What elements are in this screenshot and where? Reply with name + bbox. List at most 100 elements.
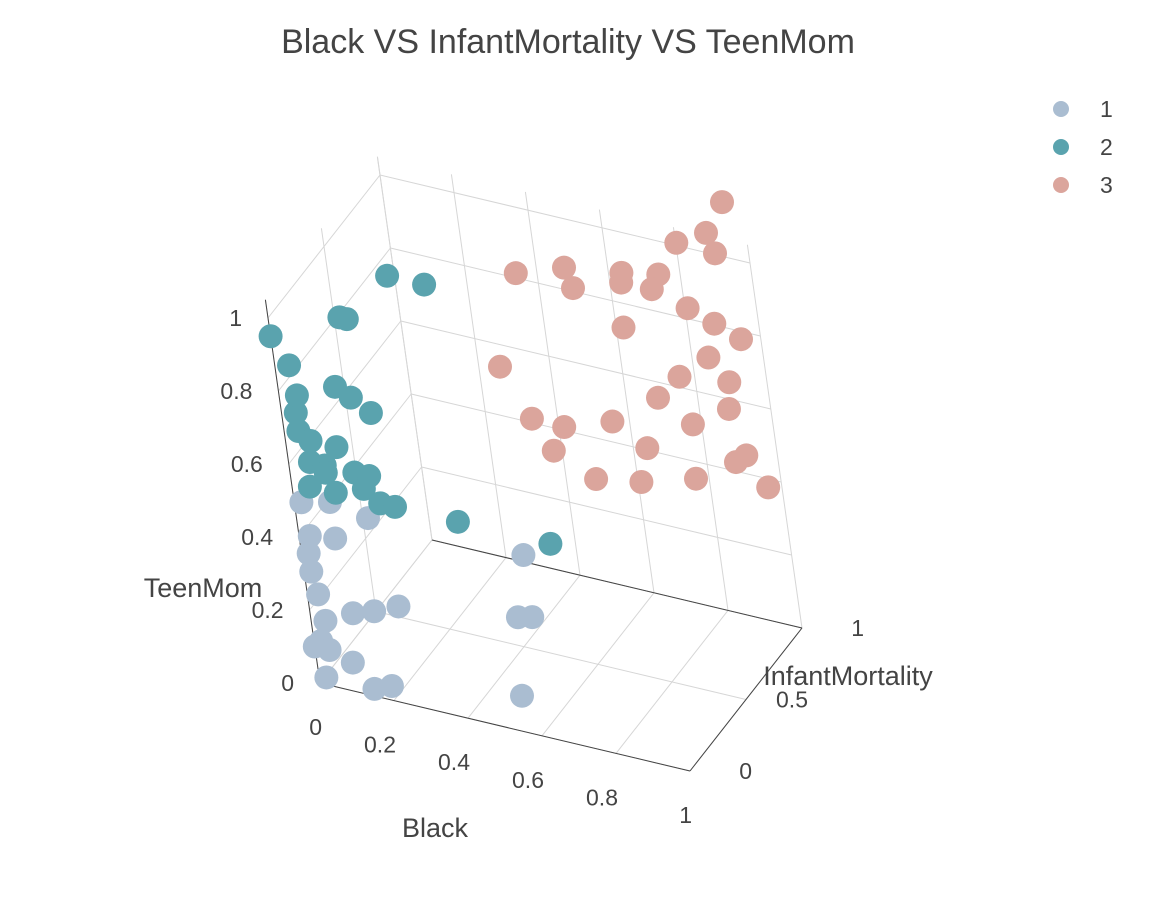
gridline-back-z [411, 393, 782, 483]
data-point-series-3[interactable] [756, 475, 781, 500]
data-point-series-3[interactable] [684, 466, 708, 491]
data-point-series-1[interactable] [313, 608, 338, 633]
y-tick-label: 0 [739, 758, 752, 784]
y-tick-label: 0.5 [776, 687, 808, 713]
x-tick-label: 0.4 [438, 749, 470, 775]
data-point-series-3[interactable] [584, 467, 609, 492]
data-point-series-3[interactable] [519, 406, 544, 431]
data-point-series-2[interactable] [338, 385, 363, 410]
data-point-series-2[interactable] [538, 531, 563, 556]
data-point-series-3[interactable] [703, 241, 727, 266]
gridline-left-z [267, 174, 381, 319]
data-point-series-1[interactable] [299, 559, 324, 584]
gridline-left-z [309, 466, 422, 611]
data-point-series-1[interactable] [317, 638, 342, 663]
data-point-series-2[interactable] [334, 307, 359, 332]
data-point-series-3[interactable] [696, 345, 721, 370]
data-point-series-1[interactable] [323, 526, 348, 551]
back-floor-edge [431, 539, 803, 629]
data-point-series-3[interactable] [716, 396, 741, 421]
data-point-series-3[interactable] [734, 443, 759, 468]
x-tick-label: 0.2 [364, 732, 396, 758]
data-point-series-3[interactable] [667, 364, 692, 389]
gridline-left-y [376, 156, 433, 541]
data-point-series-2[interactable] [283, 400, 308, 425]
data-point-series-2[interactable] [324, 435, 349, 460]
data-point-series-3[interactable] [675, 296, 700, 321]
data-point-series-2[interactable] [298, 428, 323, 453]
data-point-series-2[interactable] [445, 509, 470, 534]
data-point-series-3[interactable] [710, 190, 734, 215]
data-point-series-3[interactable] [694, 220, 718, 245]
legend[interactable]: 1 2 3 [1053, 96, 1113, 198]
legend-item-2[interactable]: 2 [1053, 134, 1113, 160]
z-tick-label: 0.4 [241, 524, 273, 550]
data-point-series-3[interactable] [717, 370, 742, 395]
data-point-series-3[interactable] [611, 315, 636, 340]
data-point-series-2[interactable] [357, 464, 382, 489]
data-point-series-3[interactable] [488, 354, 512, 379]
data-point-series-2[interactable] [258, 324, 283, 349]
x-tick-label: 0.8 [586, 784, 618, 810]
data-point-series-3[interactable] [680, 412, 705, 437]
legend-marker [1053, 177, 1069, 193]
x-tick-label: 1 [679, 802, 692, 828]
data-point-series-3[interactable] [600, 409, 625, 434]
data-point-series-1[interactable] [296, 541, 321, 566]
data-point-series-1[interactable] [297, 523, 322, 548]
data-point-series-1[interactable] [306, 582, 331, 607]
data-point-series-3[interactable] [552, 415, 577, 440]
y-axis-title: InfantMortality [763, 661, 933, 691]
gridline-back-x [598, 209, 655, 593]
tick-labels: 0 0.2 0.4 0.6 0.8 1 0 0.5 1 0 0.2 0.4 0.6 0.8 1 [220, 305, 864, 828]
data-point-series-2[interactable] [323, 480, 348, 505]
legend-marker [1053, 101, 1069, 117]
data-point-series-2[interactable] [383, 494, 407, 519]
data-point-series-1[interactable] [340, 601, 365, 626]
data-point-series-2[interactable] [412, 272, 437, 297]
data-point-series-3[interactable] [629, 470, 654, 495]
z-tick-label: 0.8 [220, 378, 252, 404]
data-point-series-3[interactable] [552, 255, 576, 280]
data-point-series-2[interactable] [358, 401, 383, 425]
gridline-back-x [450, 174, 507, 558]
z-tick-label: 0.6 [231, 451, 263, 477]
data-point-series-1[interactable] [386, 594, 411, 619]
chart-title: Black VS InfantMortality VS TeenMom [281, 23, 855, 61]
data-point-series-1[interactable] [520, 605, 545, 630]
z-tick-label: 0.2 [252, 597, 284, 623]
data-point-series-3[interactable] [503, 261, 528, 286]
z-tick-label: 1 [229, 305, 242, 331]
data-point-series-1[interactable] [362, 599, 387, 624]
z-axis-line [264, 299, 321, 684]
data-point-series-1[interactable] [511, 543, 536, 568]
data-point-series-1[interactable] [379, 674, 404, 698]
data-point-series-3[interactable] [609, 260, 634, 285]
data-point-series-2[interactable] [375, 263, 400, 288]
data-point-series-2[interactable] [313, 460, 338, 485]
data-point-series-3[interactable] [646, 385, 670, 410]
data-point-series-3[interactable] [729, 327, 753, 352]
data-point-series-1[interactable] [510, 683, 534, 708]
data-point-series-3[interactable] [702, 311, 727, 336]
legend-item-1[interactable]: 1 [1053, 96, 1113, 122]
x-axis-title: Black [402, 813, 469, 843]
z-tick-label: 0 [281, 670, 294, 696]
data-point-series-2[interactable] [277, 353, 302, 378]
points-layer [258, 190, 781, 708]
data-point-series-3[interactable] [635, 436, 660, 461]
data-point-series-1[interactable] [340, 650, 365, 675]
gridline-back-x [524, 191, 581, 576]
data-point-series-2[interactable] [284, 383, 309, 408]
legend-item-3[interactable]: 3 [1053, 172, 1113, 198]
data-point-series-3[interactable] [561, 276, 585, 301]
data-point-series-3[interactable] [639, 277, 664, 302]
data-point-series-3[interactable] [664, 230, 689, 255]
data-point-series-2[interactable] [297, 474, 322, 499]
x-tick-label: 0.6 [512, 767, 544, 793]
data-point-series-3[interactable] [541, 438, 566, 463]
legend-label: 3 [1100, 172, 1113, 198]
z-axis-title: TeenMom [144, 573, 263, 603]
data-point-series-1[interactable] [314, 665, 339, 690]
